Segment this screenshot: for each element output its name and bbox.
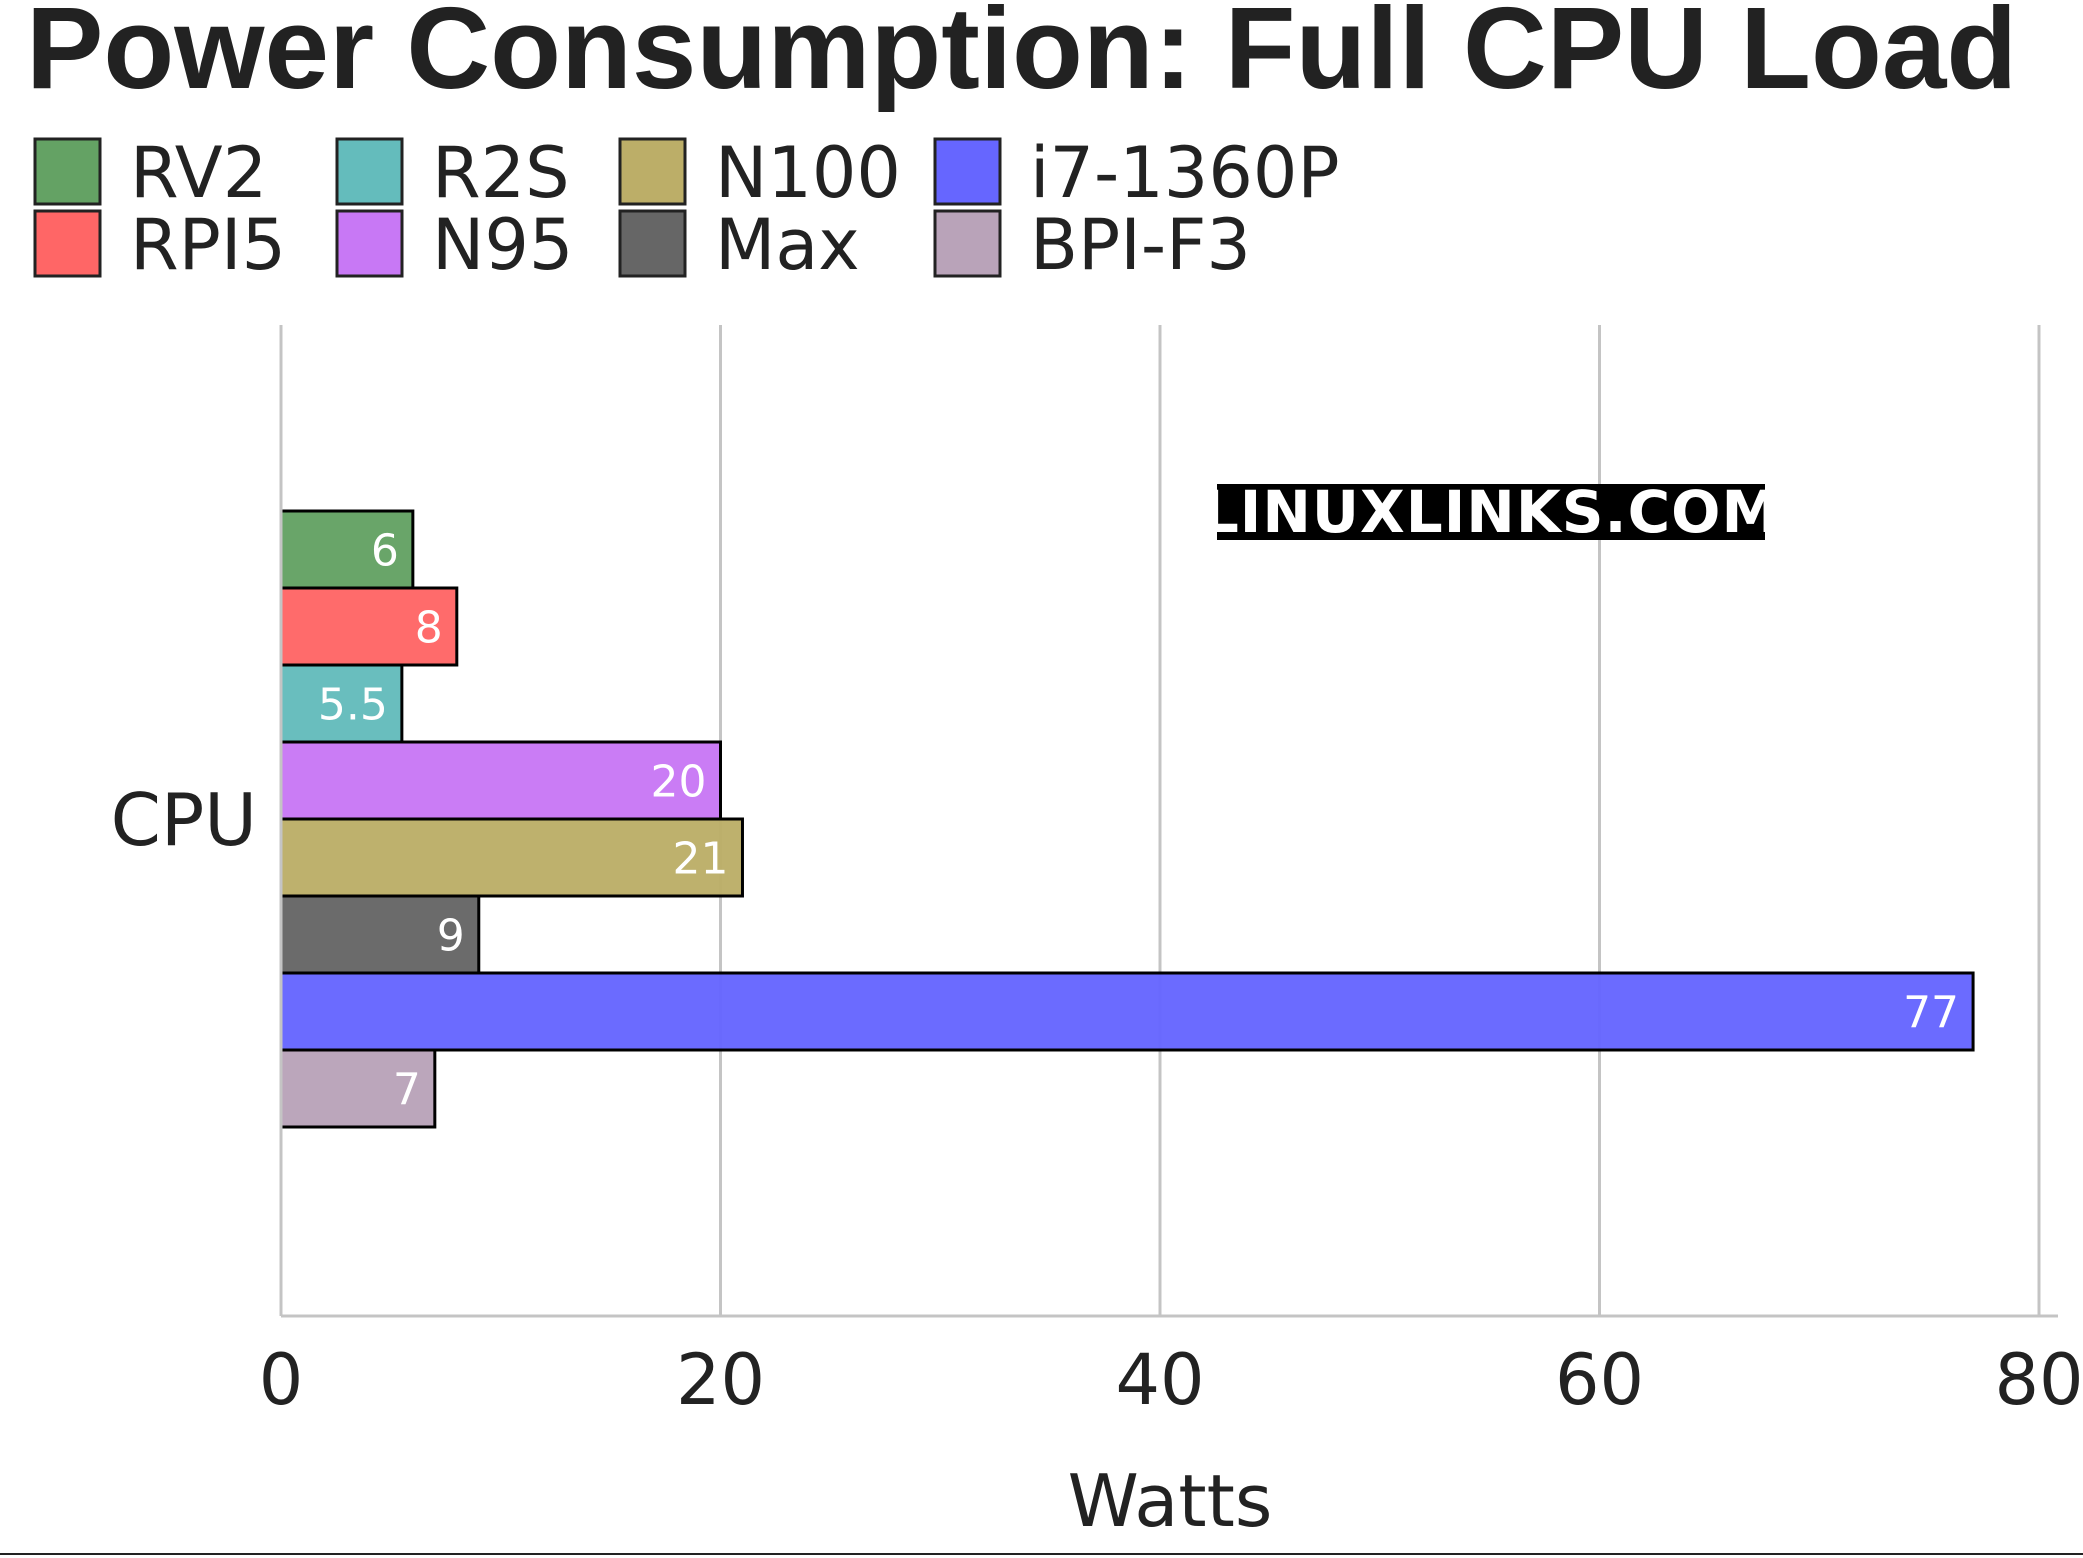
bar-value-label: 7 bbox=[393, 1065, 421, 1116]
watermark-text: LINUXLINKS.COM bbox=[1202, 478, 1780, 546]
legend-swatch bbox=[933, 137, 1002, 206]
legend-swatch bbox=[335, 209, 404, 278]
y-category-label: CPU bbox=[111, 778, 257, 862]
legend-label: Max bbox=[715, 204, 860, 286]
bar-value-label: 21 bbox=[672, 834, 728, 885]
bar-rv2 bbox=[279, 509, 415, 590]
legend-label: BPI-F3 bbox=[1030, 204, 1251, 286]
legend: RV2 R2S N100 i7-1360P RPI5 N95 Max BPI-F3 bbox=[33, 132, 1340, 286]
legend-swatch bbox=[618, 209, 687, 278]
watermark-box bbox=[1217, 484, 1765, 540]
legend-label: RPI5 bbox=[130, 204, 286, 286]
grid-lines bbox=[719, 325, 2041, 1316]
bar-r2s bbox=[279, 663, 404, 744]
bar-value-label: 77 bbox=[1903, 988, 1959, 1039]
x-tick-label: 60 bbox=[1555, 1339, 1644, 1421]
x-tick-label: 20 bbox=[676, 1339, 765, 1421]
bar-value-label: 5.5 bbox=[318, 680, 388, 731]
chart-title: Power Consumption: Full CPU Load bbox=[26, 0, 2017, 113]
legend-label: R2S bbox=[432, 132, 570, 214]
legend-swatch bbox=[33, 209, 102, 278]
bar-bpi-f3 bbox=[279, 1048, 437, 1129]
axes: 0 20 40 60 80 CPU bbox=[111, 325, 2083, 1421]
legend-label: RV2 bbox=[130, 132, 267, 214]
x-tick-label: 80 bbox=[1994, 1339, 2083, 1421]
legend-swatch bbox=[933, 209, 1002, 278]
bar-value-label: 8 bbox=[415, 603, 443, 654]
legend-label: N100 bbox=[715, 132, 901, 214]
legend-label: i7-1360P bbox=[1030, 132, 1340, 214]
bar-value-label: 6 bbox=[371, 526, 399, 577]
bar-i7-1360p bbox=[279, 971, 1975, 1052]
watermark: LINUXLINKS.COM bbox=[1202, 478, 1780, 546]
x-tick-label: 0 bbox=[259, 1339, 304, 1421]
legend-swatch bbox=[618, 137, 687, 206]
legend-label: N95 bbox=[432, 204, 573, 286]
x-tick-label: 40 bbox=[1115, 1339, 1204, 1421]
bar-value-label: 9 bbox=[437, 911, 465, 962]
x-axis-title: Watts bbox=[1068, 1459, 1273, 1543]
legend-swatch bbox=[335, 137, 404, 206]
bar-value-label: 20 bbox=[651, 757, 707, 808]
legend-swatch bbox=[33, 137, 102, 206]
